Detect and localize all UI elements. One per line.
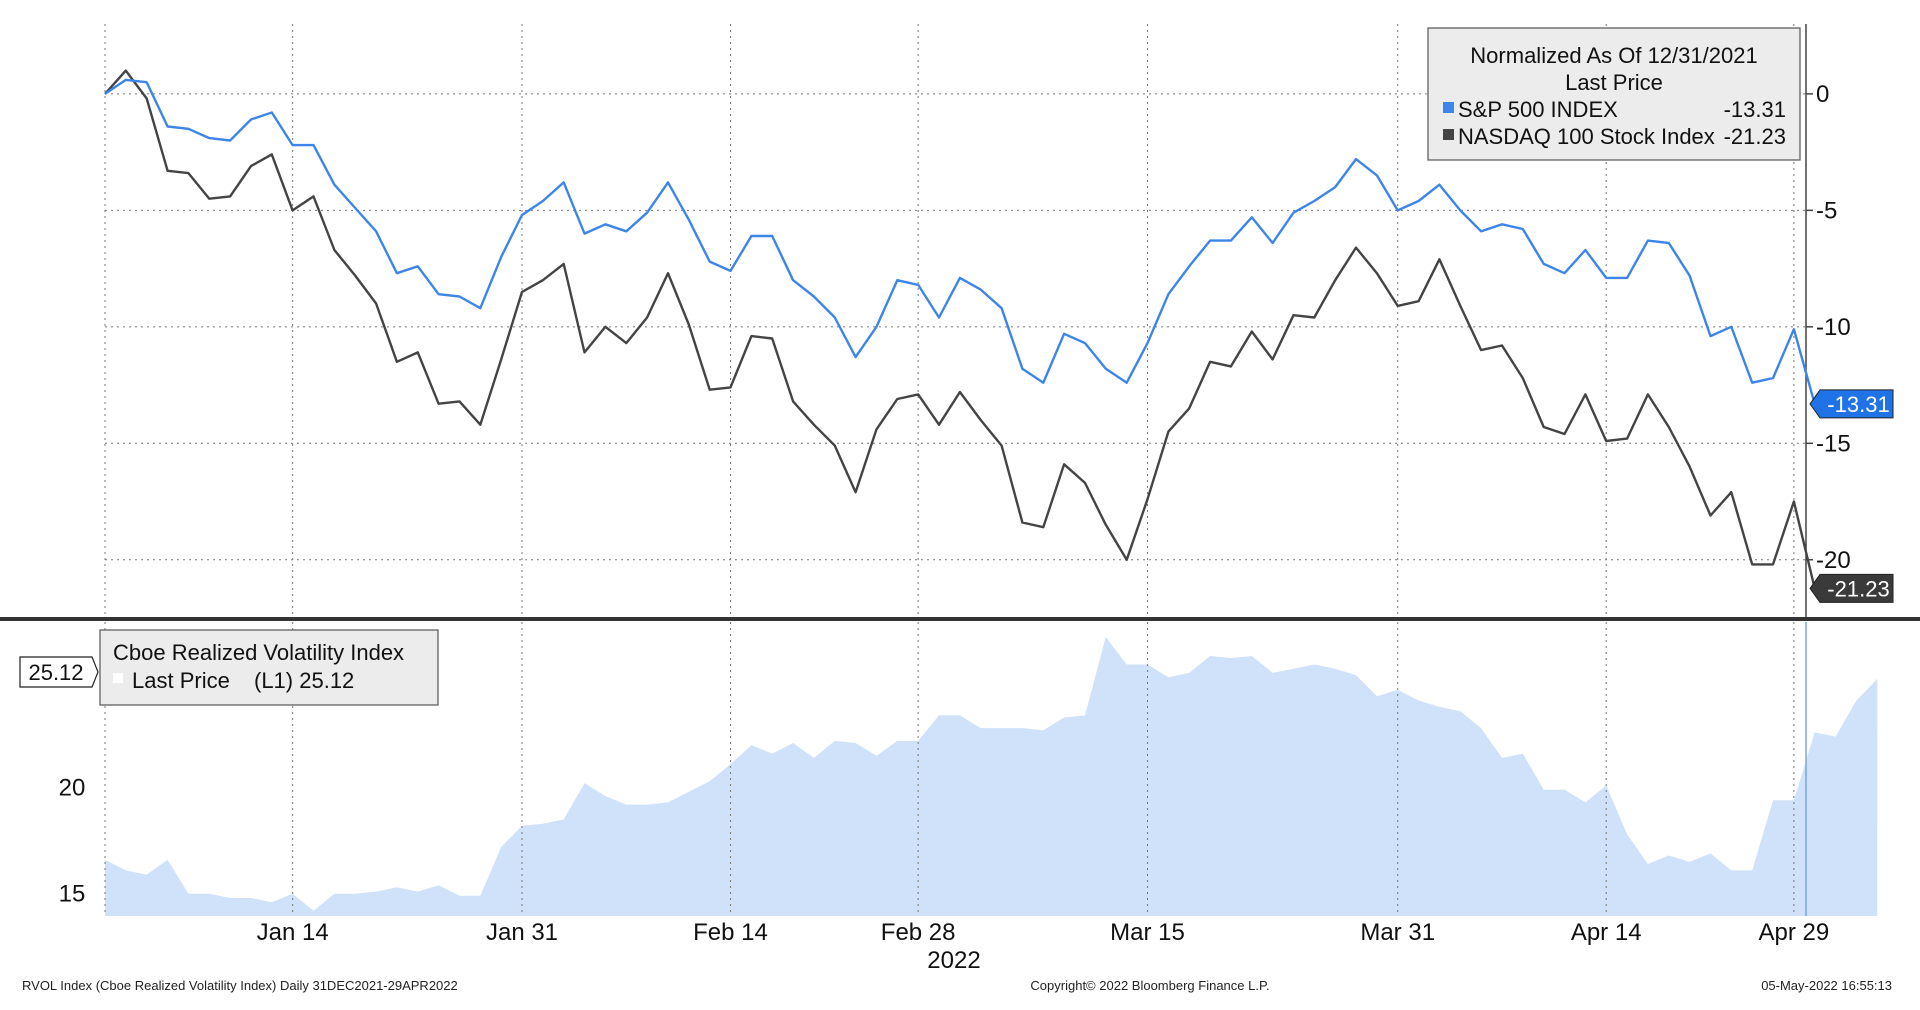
top-y-tick-label: -15 [1816,430,1851,457]
rvol-last-badge-text: 25.12 [28,660,83,685]
rvol-area [105,636,1878,916]
bottom-legend: Cboe Realized Volatility Index Last Pric… [99,629,439,706]
top-panel: 0-5-10-15-20 -13.31-21.23 [104,24,1894,618]
x-tick-label-jan-14: Jan 14 [257,919,329,946]
x-axis-year-label: 2022 [927,947,980,974]
x-tick-label-jan-31: Jan 31 [486,919,558,946]
top-y-tick-label: -5 [1816,197,1837,224]
footer-right: 05-May-2022 16:55:13 [1761,978,1892,993]
rvol-last-badge-shape [19,656,99,688]
x-tick-label-apr-14: Apr 14 [1571,919,1642,946]
bottom-legend-title: Cboe Realized Volatility Index [113,640,404,665]
footer: RVOL Index (Cboe Realized Volatility Ind… [22,978,1892,993]
footer-center: Copyright© 2022 Bloomberg Finance L.P. [1030,978,1269,993]
top-y-tick-label: -10 [1816,314,1851,341]
x-tick-label-apr-29: Apr 29 [1758,919,1829,946]
last-price-text-nasdaq-100-stock-index: -21.23 [1827,576,1889,601]
bottom-legend-swatch [113,673,123,683]
legend-label-nasdaq100: NASDAQ 100 Stock Index [1458,124,1715,149]
x-tick-label-feb-14: Feb 14 [693,919,768,946]
series-line-s-p-500-index [104,78,1816,405]
top-legend-title-line2: Last Price [1565,70,1663,95]
bottom-area-series [105,636,1878,916]
series-line-nasdaq-100-stock-index [104,69,1816,589]
last-price-badge-s-p-500-index [1809,389,1894,419]
top-gridlines [105,93,1806,561]
top-legend: Normalized As Of 12/31/2021 Last Price S… [1427,27,1801,161]
legend-value-sp500: -13.31 [1724,97,1786,122]
last-price-badge-nasdaq-100-stock-index [1809,573,1894,603]
x-tick-label-mar-15: Mar 15 [1110,919,1185,946]
x-tick-label-feb-28: Feb 28 [881,919,956,946]
bottom-legend-box [99,629,439,706]
bottom-y-tick-label: 15 [59,881,86,908]
top-legend-box [1427,27,1801,161]
last-price-text-s-p-500-index: -13.31 [1827,392,1889,417]
top-y-tick-label: -20 [1816,547,1851,574]
x-axis: 2022 Jan 14 Jan 31 Feb 14 Feb 28 Mar 15 Mar 3… [257,919,1830,974]
footer-left: RVOL Index (Cboe Realized Volatility Ind… [22,978,458,993]
top-last-price-badges: -13.31 -21.23 [1809,389,1894,603]
top-series-lines [104,69,1816,589]
top-y-axis-ticks: 0 -5 -10 -15 -20 [1806,81,1851,574]
legend-value-nasdaq100: -21.23 [1724,124,1786,149]
bottom-last-price-badge: 25.12 [19,656,99,688]
top-legend-title-line1: Normalized As Of 12/31/2021 [1470,43,1757,68]
bottom-legend-entry: Last Price [132,668,230,693]
legend-swatch-nasdaq100 [1443,129,1454,140]
legend-label-sp500: S&P 500 INDEX [1458,97,1618,122]
bottom-legend-entry-tag: (L1) 25.12 [254,668,354,693]
top-y-tick-label: 0 [1816,81,1829,108]
bottom-y-tick-label: 20 [59,775,86,802]
legend-swatch-sp500 [1443,102,1454,113]
x-tick-label-mar-31: Mar 31 [1360,919,1435,946]
